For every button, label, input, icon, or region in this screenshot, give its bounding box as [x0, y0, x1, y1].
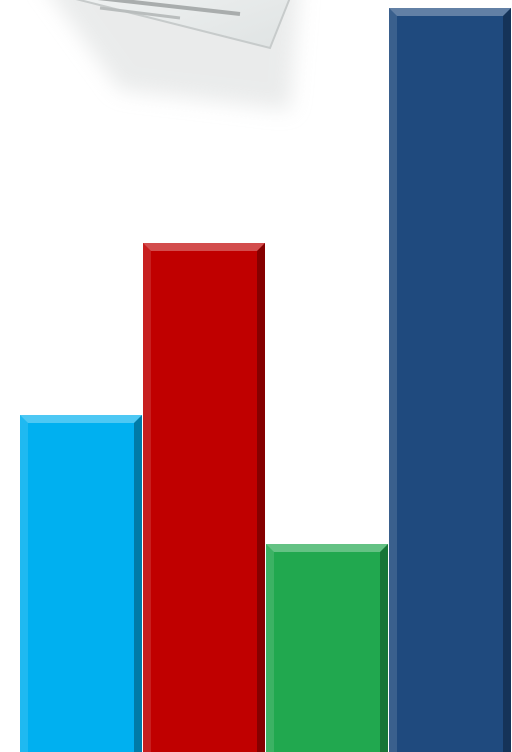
bar-bevel-top	[389, 8, 511, 16]
paper-line	[97, 0, 241, 16]
bar-bevel-left	[389, 8, 397, 752]
bar-bevel-right	[134, 415, 142, 752]
paper-icon	[54, 0, 299, 110]
bar-bevel-right	[503, 8, 511, 752]
bar-bevel-right	[257, 243, 265, 752]
bar	[20, 415, 142, 752]
bar	[266, 544, 388, 752]
bar	[389, 8, 511, 752]
bar-bevel-top	[20, 415, 142, 423]
bar-bevel-top	[266, 544, 388, 552]
bar-bevel-left	[143, 243, 151, 752]
bar-bevel-left	[266, 544, 274, 752]
bar-bevel-right	[380, 544, 388, 752]
bar-bevel-top	[143, 243, 265, 251]
bar-bevel-left	[20, 415, 28, 752]
bar	[143, 243, 265, 752]
paper-line	[99, 6, 181, 20]
